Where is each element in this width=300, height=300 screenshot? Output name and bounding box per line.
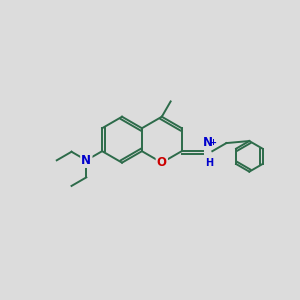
Text: N: N (203, 136, 213, 149)
Text: N: N (81, 154, 91, 167)
Text: O: O (157, 156, 167, 169)
Text: H: H (205, 158, 213, 168)
Text: +: + (209, 138, 216, 147)
